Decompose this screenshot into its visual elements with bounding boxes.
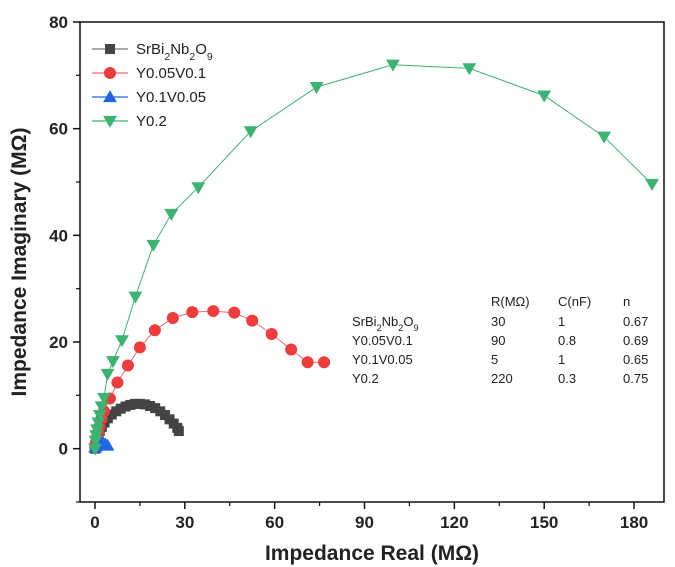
table-cell: 0.69 <box>623 333 648 348</box>
data-point <box>134 398 145 409</box>
series-y0-05v0-1 <box>89 305 331 454</box>
x-tick-label: 90 <box>355 513 374 532</box>
table-cell: 5 <box>491 352 498 367</box>
y-tick-label: 20 <box>49 333 68 352</box>
data-point <box>150 403 161 414</box>
legend-marker <box>103 115 117 128</box>
data-point <box>246 314 259 327</box>
data-point <box>121 359 134 372</box>
data-point <box>91 417 106 430</box>
data-point <box>173 426 184 437</box>
y-tick-label: 0 <box>59 440 68 459</box>
table-header: C(nF) <box>558 294 591 309</box>
data-point <box>88 435 103 448</box>
table-row-label: Y0.05V0.1 <box>352 333 413 348</box>
data-point <box>90 424 104 437</box>
table-header: n <box>623 294 630 309</box>
data-point <box>128 291 143 304</box>
table-cell: 0.3 <box>558 371 576 386</box>
data-point <box>301 356 314 369</box>
data-point <box>106 356 120 369</box>
plot-frame <box>79 21 665 503</box>
data-point <box>100 368 115 381</box>
legend-entry-label: Y0.2 <box>136 113 167 130</box>
x-tick-label: 60 <box>265 513 284 532</box>
table-row-label: SrBi2Nb2O9 <box>352 314 419 333</box>
table-cell: 220 <box>491 371 513 386</box>
x-tick-label: 150 <box>530 513 558 532</box>
y-axis-ticks: 0 20 40 60 80 <box>49 13 80 503</box>
data-point <box>166 312 179 324</box>
data-point <box>111 376 124 389</box>
series-line <box>94 64 653 449</box>
data-point <box>92 409 107 422</box>
legend: SrBi2Nb2O9 Y0.05V0.1 Y0.1V0.05 Y0.2 <box>92 41 213 130</box>
data-point <box>386 59 400 72</box>
legend-entry-label: Y0.05V0.1 <box>136 65 206 82</box>
data-point <box>164 208 179 221</box>
table-row-label: Y0.1V0.05 <box>352 352 413 367</box>
data-point <box>462 63 477 76</box>
data-point <box>597 131 612 144</box>
fit-parameter-table: R(MΩ) C(nF) n SrBi2Nb2O9 30 1 0.67 Y0.05V0.1 90 0… <box>352 294 648 386</box>
data-point <box>243 126 258 139</box>
data-point <box>645 179 659 192</box>
y-tick-label: 60 <box>49 120 68 139</box>
table-row-label: Y0.2 <box>352 371 379 386</box>
data-point <box>97 392 111 405</box>
y-tick-label: 40 <box>49 226 68 245</box>
x-axis-ticks: 0 30 60 90 120 150 180 <box>90 502 648 532</box>
x-tick-label: 0 <box>90 513 99 532</box>
legend-marker <box>104 67 116 79</box>
data-point <box>146 239 161 252</box>
data-point <box>89 430 104 443</box>
series-y0-2 <box>88 59 659 456</box>
table-cell: 30 <box>491 314 505 329</box>
table-cell: 90 <box>491 333 505 348</box>
data-point <box>139 399 150 410</box>
data-point <box>94 401 109 414</box>
data-point <box>100 438 115 451</box>
data-point <box>145 401 156 411</box>
data-point <box>207 305 220 318</box>
x-axis-title: Impedance Real (MΩ) <box>265 542 479 565</box>
x-tick-label: 30 <box>175 513 194 532</box>
table-cell: 0.65 <box>623 352 648 367</box>
table-header: R(MΩ) <box>491 294 530 309</box>
table-cell: 0.8 <box>558 333 576 348</box>
data-point <box>309 81 324 94</box>
y-tick-label: 80 <box>49 13 68 32</box>
data-point <box>191 182 206 195</box>
x-tick-label: 180 <box>620 513 648 532</box>
data-point <box>228 306 241 319</box>
y-axis-title: Impedance Imaginary (MΩ) <box>8 128 31 397</box>
legend-marker <box>105 44 115 54</box>
table-cell: 0.75 <box>623 371 648 386</box>
x-tick-label: 120 <box>440 513 468 532</box>
data-point <box>133 341 146 354</box>
data-point <box>186 306 199 319</box>
data-point <box>318 356 331 369</box>
table-cell: 0.67 <box>623 314 648 329</box>
data-point <box>285 343 298 356</box>
data-point <box>88 443 102 456</box>
legend-entry-label: Y0.1V0.05 <box>136 89 206 106</box>
series-line <box>94 310 325 448</box>
legend-marker <box>103 90 117 103</box>
table-cell: 1 <box>558 352 565 367</box>
legend-entry-label: SrBi2Nb2O9 <box>136 41 213 63</box>
series-layer <box>88 59 659 456</box>
data-point <box>537 90 552 103</box>
data-point <box>148 324 161 337</box>
data-point <box>115 335 129 348</box>
data-point <box>265 328 278 340</box>
table-cell: 1 <box>558 314 565 329</box>
